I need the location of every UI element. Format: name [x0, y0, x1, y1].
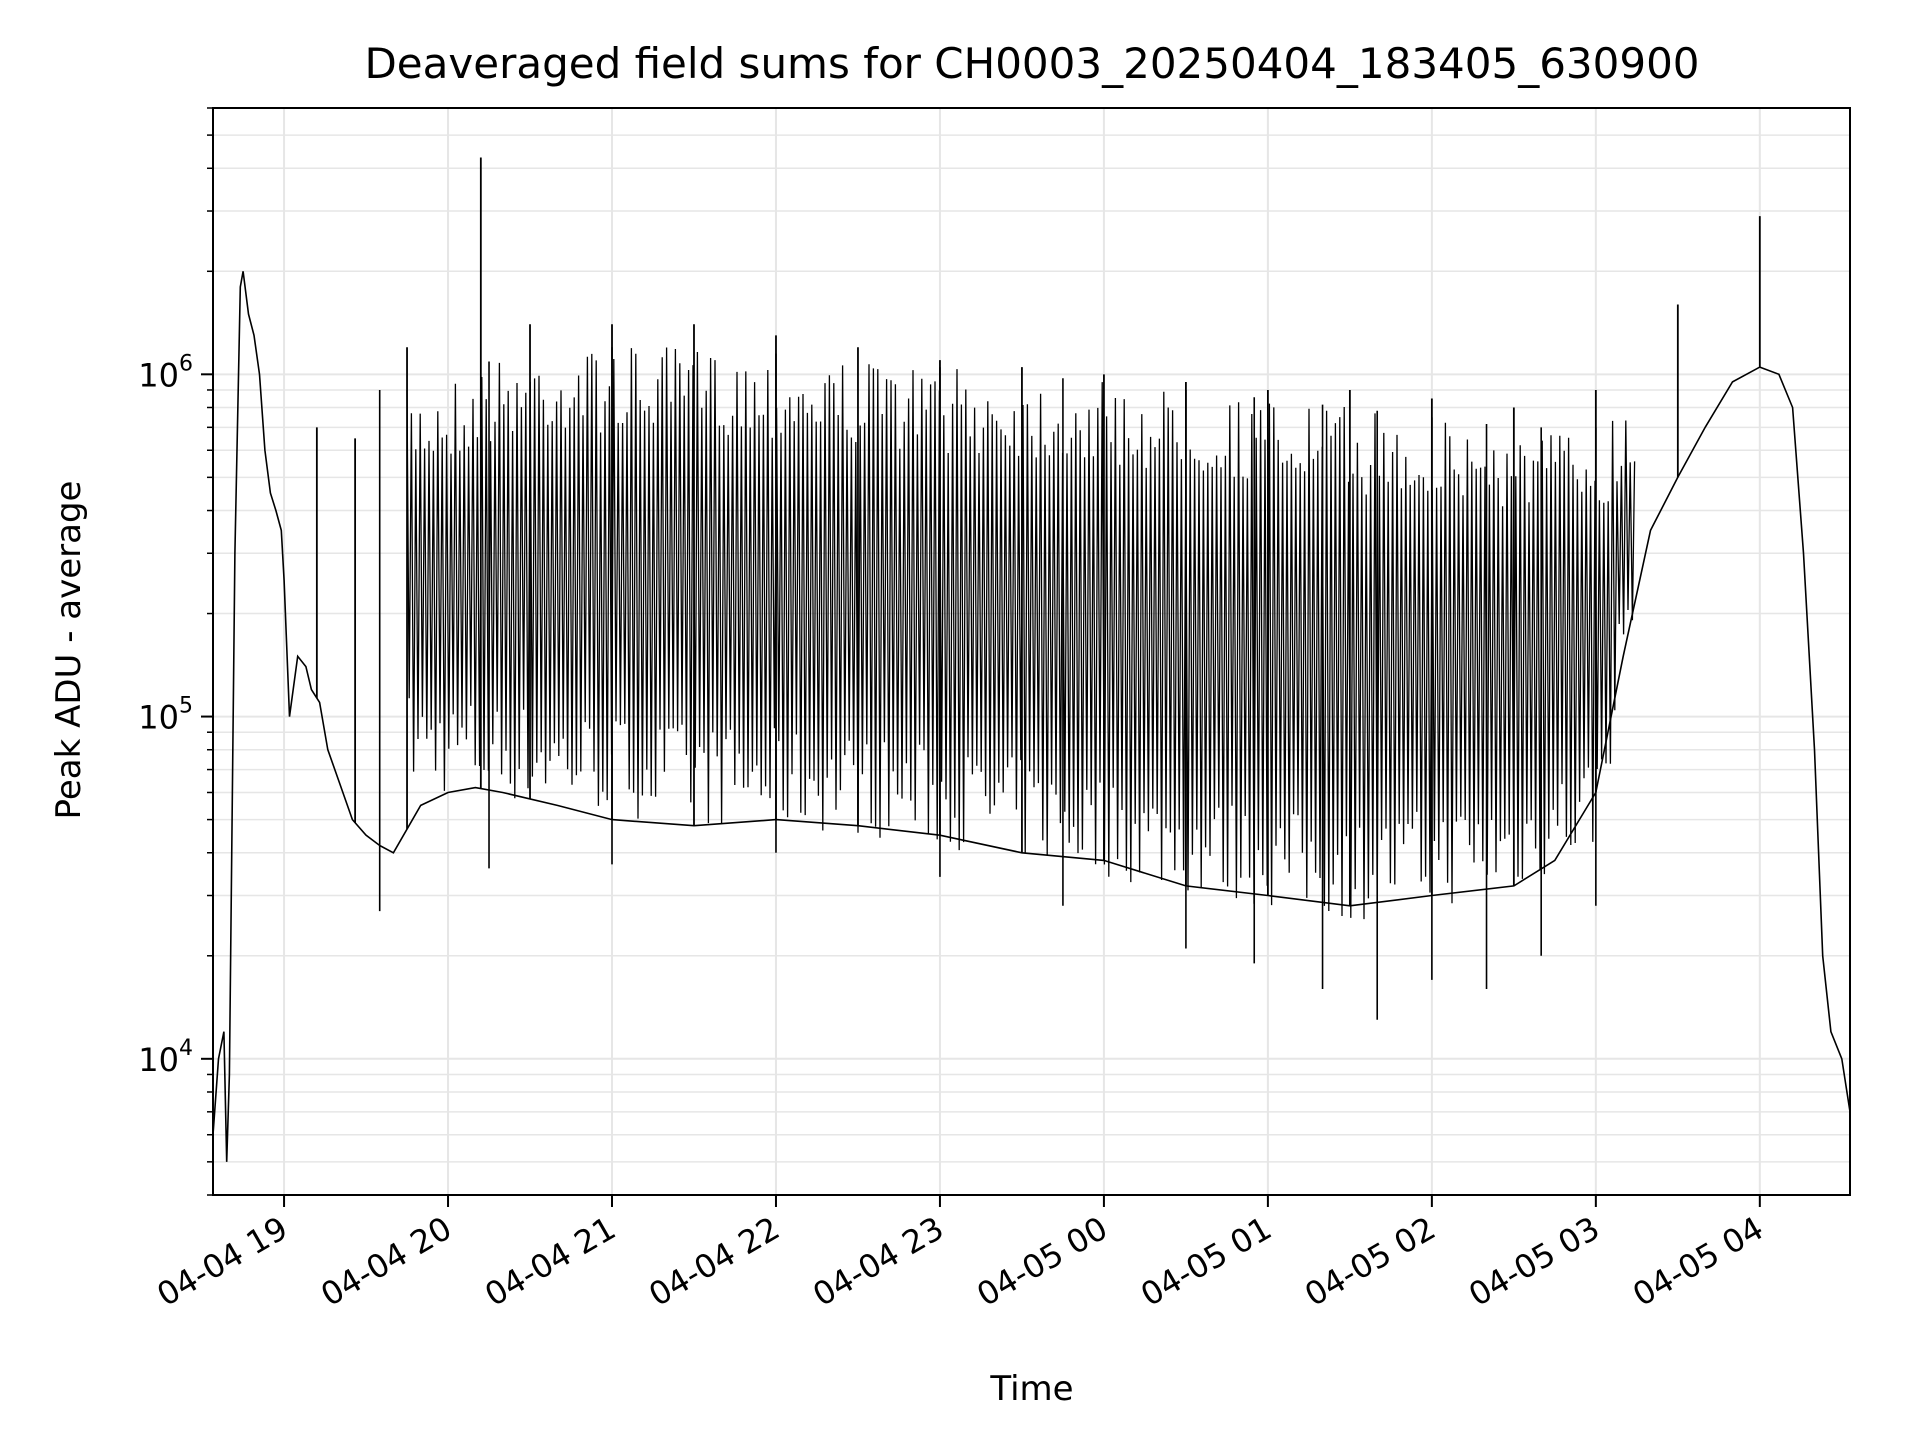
y-tick-label: 106: [138, 351, 193, 394]
chart-title: Deaveraged field sums for CH0003_2025040…: [364, 39, 1699, 88]
y-axis-label: Peak ADU - average: [49, 481, 89, 820]
y-tick-label: 104: [138, 1036, 193, 1079]
y-tick-label: 105: [138, 694, 193, 737]
series-group: [213, 157, 1850, 1162]
y-axis-ticks: 104 105 106: [138, 107, 213, 1196]
data-layer: [213, 157, 1850, 1162]
x-axis-label: Time: [989, 1369, 1073, 1409]
plot-frame: [212, 107, 1851, 1196]
